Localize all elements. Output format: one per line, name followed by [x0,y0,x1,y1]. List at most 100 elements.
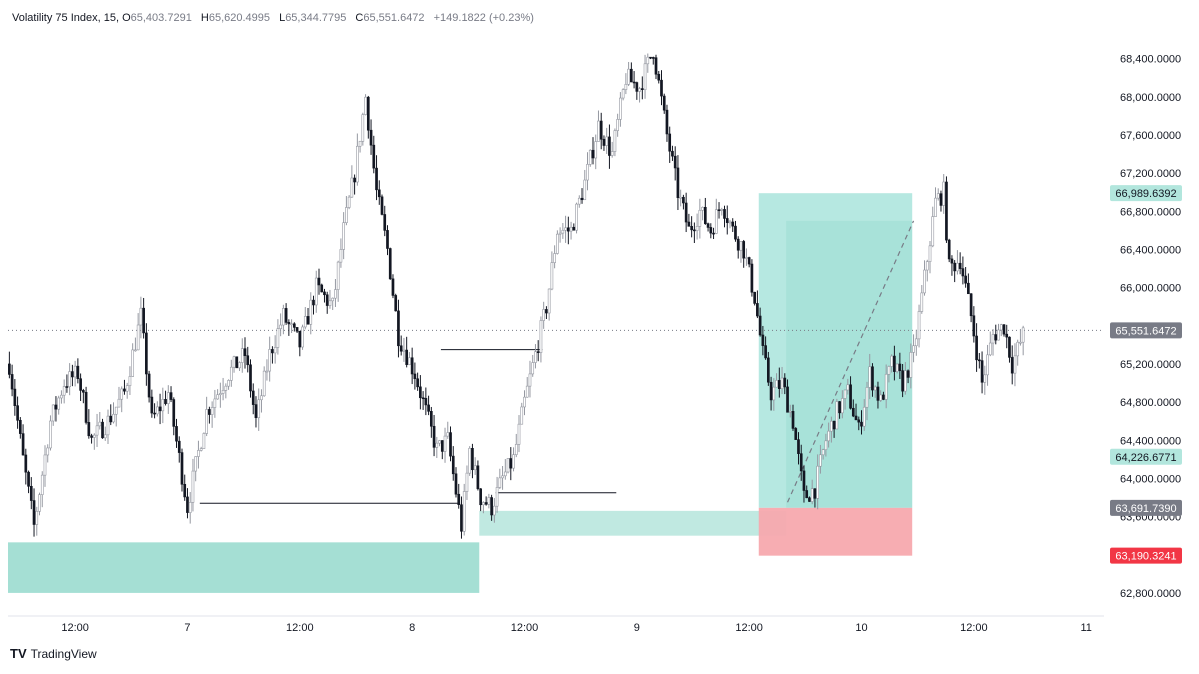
candle-body [736,238,740,251]
candle-body [117,398,121,408]
candle-body [646,56,650,65]
candle-body [298,330,302,348]
candle-body [29,485,33,501]
candle-body [824,440,828,450]
candle-body [155,406,159,415]
candle-body [27,471,30,487]
candle-body [783,377,787,388]
candle-body [424,398,428,406]
candle-body [838,401,841,414]
candle-body [632,81,636,84]
candle-body [432,425,436,448]
candle-body [501,475,504,479]
candle-body [887,366,891,375]
candle-body [471,448,474,471]
candle-body [366,96,370,131]
entry-price-badge: 63,691.7390 [1115,503,1176,515]
y-tick-label: 68,400.0000 [1120,54,1181,66]
candle-body [443,435,447,452]
candle-body [246,355,250,366]
candle-body [728,221,732,224]
candle-body [547,288,551,314]
candle-body [306,316,310,325]
candle-body [87,422,91,437]
candle-body [413,373,417,380]
candle-body [232,356,236,368]
candle-body [638,88,641,92]
candle-body [416,378,419,388]
candle-body [106,415,110,436]
candle-body [342,222,345,250]
candle-body [175,426,178,442]
candle-body [750,263,754,293]
candle-body [397,310,400,347]
candle-body [575,203,578,231]
candle-body [967,282,970,295]
y-tick-label: 64,000.0000 [1120,473,1181,485]
demand-zone-2 [479,510,787,536]
candle-body [282,308,285,326]
candle-body [134,349,137,352]
candle-body [482,502,485,506]
candle-body [830,420,833,432]
candle-body [347,196,351,208]
candle-body [325,294,329,306]
candle-body [35,511,39,525]
candle-body [219,393,222,396]
candle-body [586,164,589,181]
candle-body [169,392,173,400]
candle-body [777,380,781,389]
candle-body [605,136,609,146]
candle-body [561,229,565,234]
candle-body [484,502,488,505]
candle-body [939,193,943,206]
candle-body [287,322,291,325]
candle-body [821,449,825,456]
profit-zone [758,193,913,508]
low-value: 65,344.7795 [285,12,347,24]
candle-body [764,345,767,359]
candle-body [964,275,967,284]
candle-body [473,465,477,471]
x-tick-label: 8 [409,622,415,634]
candle-body [619,97,622,120]
candle-body [909,352,913,378]
candle-body [523,396,526,408]
candle-body [553,253,556,263]
candle-body [238,362,241,369]
candle-body [865,387,869,408]
y-tick-label: 62,800.0000 [1120,588,1181,600]
candle-body [451,455,455,475]
candle-body [62,386,66,396]
candle-body [717,209,721,212]
candle-body [394,295,398,312]
candle-body [860,421,863,427]
candle-body [934,197,937,217]
target-price-badge-bg [1110,185,1182,202]
candle-body [21,433,25,456]
candle-body [684,202,688,223]
candle-body [871,366,874,391]
candle-body [323,291,326,296]
candle-body [788,411,792,413]
candle-body [183,483,187,498]
x-tick-label: 12:00 [511,622,539,634]
candle-body [534,351,537,363]
candle-body [419,386,422,399]
candle-body [873,386,877,391]
tradingview-branding[interactable]: TV TradingView [10,646,97,661]
candle-body [60,394,63,399]
candle-body [487,497,491,505]
candle-body [786,386,789,413]
candle-body [235,356,239,369]
candle-body [454,473,458,495]
candle-body [936,193,940,199]
candle-body [588,149,592,165]
candle-body [734,225,737,240]
candle-body [714,209,718,234]
candle-body [224,385,228,391]
candle-body [402,349,406,352]
candle-body [514,444,518,455]
